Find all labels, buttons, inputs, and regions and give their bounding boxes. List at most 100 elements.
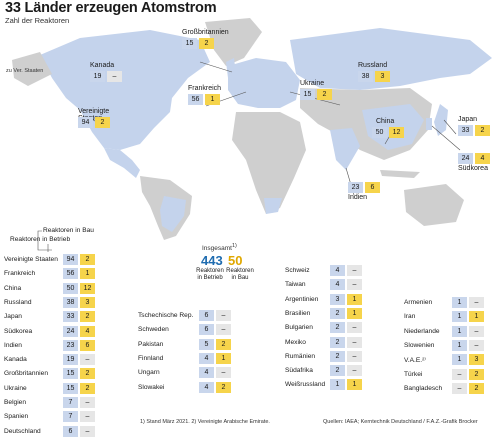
construction-value: – xyxy=(347,265,362,276)
construction-value: 4 xyxy=(80,325,95,337)
map-operating-box: 23 xyxy=(348,182,363,193)
operating-value: 2 xyxy=(330,322,345,334)
construction-value: – xyxy=(469,325,484,337)
map-country-name: China xyxy=(376,118,395,125)
operating-value: 2 xyxy=(330,350,345,362)
map-construction-box: 2 xyxy=(475,125,490,136)
construction-value: 1 xyxy=(347,293,362,305)
construction-value: 12 xyxy=(80,282,95,294)
table-row: Schweden 6– xyxy=(138,324,233,336)
map-country-name: Ukraine xyxy=(300,80,325,87)
operating-value: 1 xyxy=(330,379,345,391)
construction-value: 2 xyxy=(80,382,95,394)
operating-value: 4 xyxy=(199,381,214,393)
country-name: Weißrussland xyxy=(285,381,326,389)
construction-value: 2 xyxy=(216,338,231,350)
country-name: China xyxy=(4,284,22,292)
country-name: Finnland xyxy=(138,354,164,362)
korea xyxy=(426,118,432,130)
operating-value: 7 xyxy=(63,397,78,408)
table-row: Brasilien 2 1 xyxy=(285,307,364,319)
russia xyxy=(290,28,492,90)
table-row: China 50 12 xyxy=(4,282,97,294)
total-construction-label: Reaktoren in Bau xyxy=(226,268,254,281)
country-name: Slowakei xyxy=(138,383,165,391)
map-construction-box: 2 xyxy=(199,38,214,49)
country-name: Belgien xyxy=(4,399,26,406)
table-row: Argentinien 3 1 xyxy=(285,293,364,305)
table-row: Finnland 4 1 xyxy=(138,352,233,364)
country-name: Ukraine xyxy=(4,384,27,392)
page-title: 33 Länder erzeugen Atomstrom xyxy=(5,0,217,16)
country-name: Armenien xyxy=(404,299,433,306)
construction-value: 1 xyxy=(347,379,362,391)
table-row: Tschechische Rep. 6– xyxy=(138,310,233,321)
table-row: Kanada 19– xyxy=(4,354,97,366)
map-construction-box: – xyxy=(107,71,122,82)
map-operating-box: 19 xyxy=(90,71,105,82)
table-row: Großbritannien 15 2 xyxy=(4,368,97,380)
table-row: Japan 33 2 xyxy=(4,311,97,323)
country-name: Brasilien xyxy=(285,309,311,317)
map-country-name: Frankreich xyxy=(188,85,222,92)
construction-value: – xyxy=(347,350,362,362)
map-operating-box: 15 xyxy=(182,38,197,49)
table-row: Rumänien 2– xyxy=(285,350,364,362)
country-name: Großbritannien xyxy=(4,370,48,378)
map-note: zu Ver. Staaten xyxy=(6,68,43,74)
construction-value: – xyxy=(469,297,484,308)
map-operating-box: 24 xyxy=(458,153,473,164)
construction-value: – xyxy=(80,425,95,437)
uk xyxy=(226,58,236,78)
table-row: Belgien 7– xyxy=(4,397,97,408)
map-country-name: Großbritannien xyxy=(182,29,229,36)
construction-value: – xyxy=(80,354,95,366)
country-name: Japan xyxy=(4,313,22,321)
operating-value: 1 xyxy=(452,339,467,351)
map-operating-box: 38 xyxy=(358,71,373,82)
map-operating-box: 94 xyxy=(78,117,93,128)
legend-lines xyxy=(37,230,52,252)
operating-value: 19 xyxy=(63,354,78,366)
table-row: Ukraine 15 2 xyxy=(4,382,97,394)
construction-value: 2 xyxy=(80,254,95,265)
construction-value: 3 xyxy=(469,354,484,366)
operating-value: 56 xyxy=(63,268,78,280)
map-construction-box: 3 xyxy=(375,71,390,82)
map-country-name: Indien xyxy=(348,194,368,201)
north-america xyxy=(40,30,210,150)
construction-value: – xyxy=(80,411,95,423)
operating-value: 7 xyxy=(63,411,78,423)
operating-value: 15 xyxy=(63,368,78,380)
operating-value: 38 xyxy=(63,296,78,308)
map-country-name: Südkorea xyxy=(458,165,488,172)
totals-label: Insgesamt1) xyxy=(202,243,237,253)
map-country-name: Japan xyxy=(458,116,478,123)
map-construction-box: 1 xyxy=(205,94,220,105)
operating-value: 94 xyxy=(63,254,78,265)
total-operating: 443 xyxy=(201,253,223,268)
table-row: Bangladesch –2 xyxy=(404,382,486,394)
construction-value: – xyxy=(80,397,95,408)
country-name: Slowenien xyxy=(404,341,435,349)
country-name: Tschechische Rep. xyxy=(138,312,194,319)
construction-value: 1 xyxy=(347,307,362,319)
country-name: Türkei xyxy=(404,370,423,378)
construction-value: – xyxy=(347,336,362,348)
construction-value: – xyxy=(216,310,231,321)
construction-value: 1 xyxy=(469,311,484,323)
source: Quellen: IAEA; Kerntechnik Deutschland /… xyxy=(323,419,478,425)
operating-value: 5 xyxy=(199,338,214,350)
construction-value: 1 xyxy=(216,352,231,364)
table-row: Niederlande 1– xyxy=(404,325,486,337)
construction-value: 2 xyxy=(80,368,95,380)
construction-value: – xyxy=(216,324,231,336)
country-name: Pakistan xyxy=(138,340,164,348)
operating-value: 15 xyxy=(63,382,78,394)
country-name: Mexiko xyxy=(285,338,306,346)
table-row: Frankreich 56 1 xyxy=(4,268,97,280)
map-construction-box: 2 xyxy=(317,89,332,100)
alaska xyxy=(12,52,52,86)
construction-value: 2 xyxy=(216,381,231,393)
construction-value: 3 xyxy=(80,296,95,308)
